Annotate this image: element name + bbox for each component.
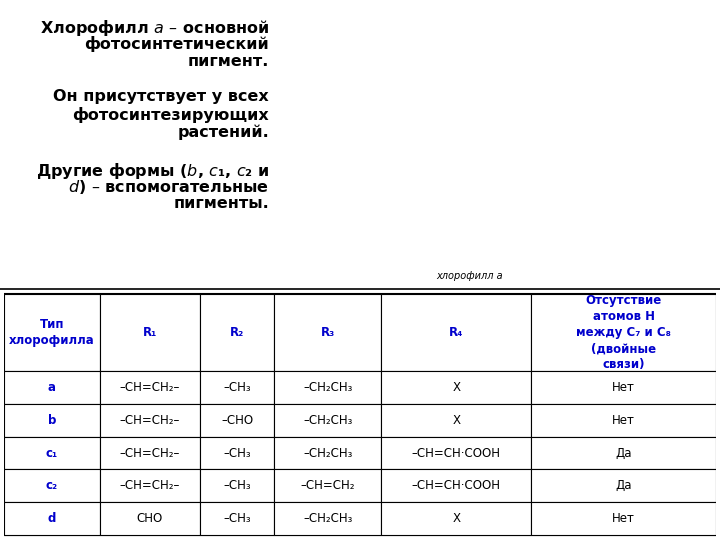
Text: Отсутствие
атомов Н
между С₇ и С₈
(двойные
связи): Отсутствие атомов Н между С₇ и С₈ (двойн… bbox=[576, 294, 671, 372]
Bar bbox=[199, 294, 274, 372]
Text: –CH₃: –CH₃ bbox=[223, 381, 251, 394]
Bar bbox=[100, 437, 199, 469]
Text: хлорофилл a: хлорофилл a bbox=[436, 271, 503, 281]
Text: –CH=CH·COOH: –CH=CH·COOH bbox=[412, 480, 500, 492]
Text: –CH₃: –CH₃ bbox=[223, 512, 251, 525]
Bar bbox=[274, 469, 382, 502]
Bar bbox=[274, 294, 382, 372]
Text: фотосинтетический: фотосинтетический bbox=[84, 36, 269, 52]
Bar bbox=[100, 469, 199, 502]
Text: –CH=CH₂–: –CH=CH₂– bbox=[120, 480, 180, 492]
Bar bbox=[199, 502, 274, 535]
Bar bbox=[382, 372, 531, 404]
Bar bbox=[274, 437, 382, 469]
Text: –CH=CH·COOH: –CH=CH·COOH bbox=[412, 447, 500, 460]
Text: c₁: c₁ bbox=[45, 447, 58, 460]
Bar bbox=[531, 502, 716, 535]
Bar bbox=[4, 372, 100, 404]
Text: Нет: Нет bbox=[612, 414, 635, 427]
Bar bbox=[199, 404, 274, 437]
Text: пигмент.: пигмент. bbox=[188, 53, 269, 69]
Bar bbox=[100, 372, 199, 404]
Text: Хлорофилл $\mathit{a}$ – основной: Хлорофилл $\mathit{a}$ – основной bbox=[40, 18, 269, 38]
Text: –CH=CH₂: –CH=CH₂ bbox=[301, 480, 355, 492]
Bar bbox=[382, 469, 531, 502]
Bar bbox=[100, 502, 199, 535]
Text: X: X bbox=[452, 381, 460, 394]
Bar bbox=[4, 404, 100, 437]
Text: –CH=CH₂–: –CH=CH₂– bbox=[120, 447, 180, 460]
Text: –CH₂CH₃: –CH₂CH₃ bbox=[303, 447, 353, 460]
Bar bbox=[274, 372, 382, 404]
Text: –CH₂CH₃: –CH₂CH₃ bbox=[303, 512, 353, 525]
Text: c₂: c₂ bbox=[45, 480, 58, 492]
Bar bbox=[531, 294, 716, 372]
Bar bbox=[199, 437, 274, 469]
Bar bbox=[382, 294, 531, 372]
Text: пигменты.: пигменты. bbox=[174, 196, 269, 211]
Text: Нет: Нет bbox=[612, 381, 635, 394]
Text: R₂: R₂ bbox=[230, 326, 244, 339]
Text: a: a bbox=[48, 381, 55, 394]
Text: фотосинтезирующих: фотосинтезирующих bbox=[72, 107, 269, 123]
Text: CHO: CHO bbox=[137, 512, 163, 525]
Text: R₁: R₁ bbox=[143, 326, 157, 339]
Text: –CHO: –CHO bbox=[221, 414, 253, 427]
Bar bbox=[531, 469, 716, 502]
Text: –CH=CH₂–: –CH=CH₂– bbox=[120, 414, 180, 427]
Text: –CH₃: –CH₃ bbox=[223, 480, 251, 492]
Bar bbox=[382, 502, 531, 535]
Text: растений.: растений. bbox=[177, 125, 269, 140]
Bar bbox=[4, 469, 100, 502]
Bar bbox=[274, 502, 382, 535]
Text: $\mathit{d}$) – вспомогательные: $\mathit{d}$) – вспомогательные bbox=[68, 178, 269, 197]
Bar bbox=[382, 437, 531, 469]
Bar bbox=[100, 294, 199, 372]
Bar bbox=[4, 437, 100, 469]
Text: Тип
хлорофилла: Тип хлорофилла bbox=[9, 318, 94, 347]
Text: –CH₂CH₃: –CH₂CH₃ bbox=[303, 414, 353, 427]
Text: –CH=CH₂–: –CH=CH₂– bbox=[120, 381, 180, 394]
Bar bbox=[274, 404, 382, 437]
Bar bbox=[199, 372, 274, 404]
Text: R₃: R₃ bbox=[321, 326, 335, 339]
Text: Да: Да bbox=[616, 447, 632, 460]
Bar bbox=[531, 437, 716, 469]
Text: –CH₂CH₃: –CH₂CH₃ bbox=[303, 381, 353, 394]
Text: X: X bbox=[452, 512, 460, 525]
Text: Нет: Нет bbox=[612, 512, 635, 525]
Text: d: d bbox=[48, 512, 56, 525]
Bar bbox=[4, 502, 100, 535]
Text: Другие формы ($\mathit{b}$, $\mathit{c}$₁, $\mathit{c}$₂ и: Другие формы ($\mathit{b}$, $\mathit{c}$… bbox=[35, 160, 269, 180]
Bar bbox=[279, 2, 718, 287]
Text: –CH₃: –CH₃ bbox=[223, 447, 251, 460]
Bar bbox=[531, 404, 716, 437]
Text: Он присутствует у всех: Он присутствует у всех bbox=[53, 89, 269, 104]
Bar bbox=[199, 469, 274, 502]
Bar bbox=[4, 294, 100, 372]
Bar bbox=[531, 372, 716, 404]
Bar bbox=[382, 404, 531, 437]
Bar bbox=[100, 404, 199, 437]
Text: R₄: R₄ bbox=[449, 326, 464, 339]
Text: X: X bbox=[452, 414, 460, 427]
Text: b: b bbox=[48, 414, 56, 427]
Text: Да: Да bbox=[616, 480, 632, 492]
